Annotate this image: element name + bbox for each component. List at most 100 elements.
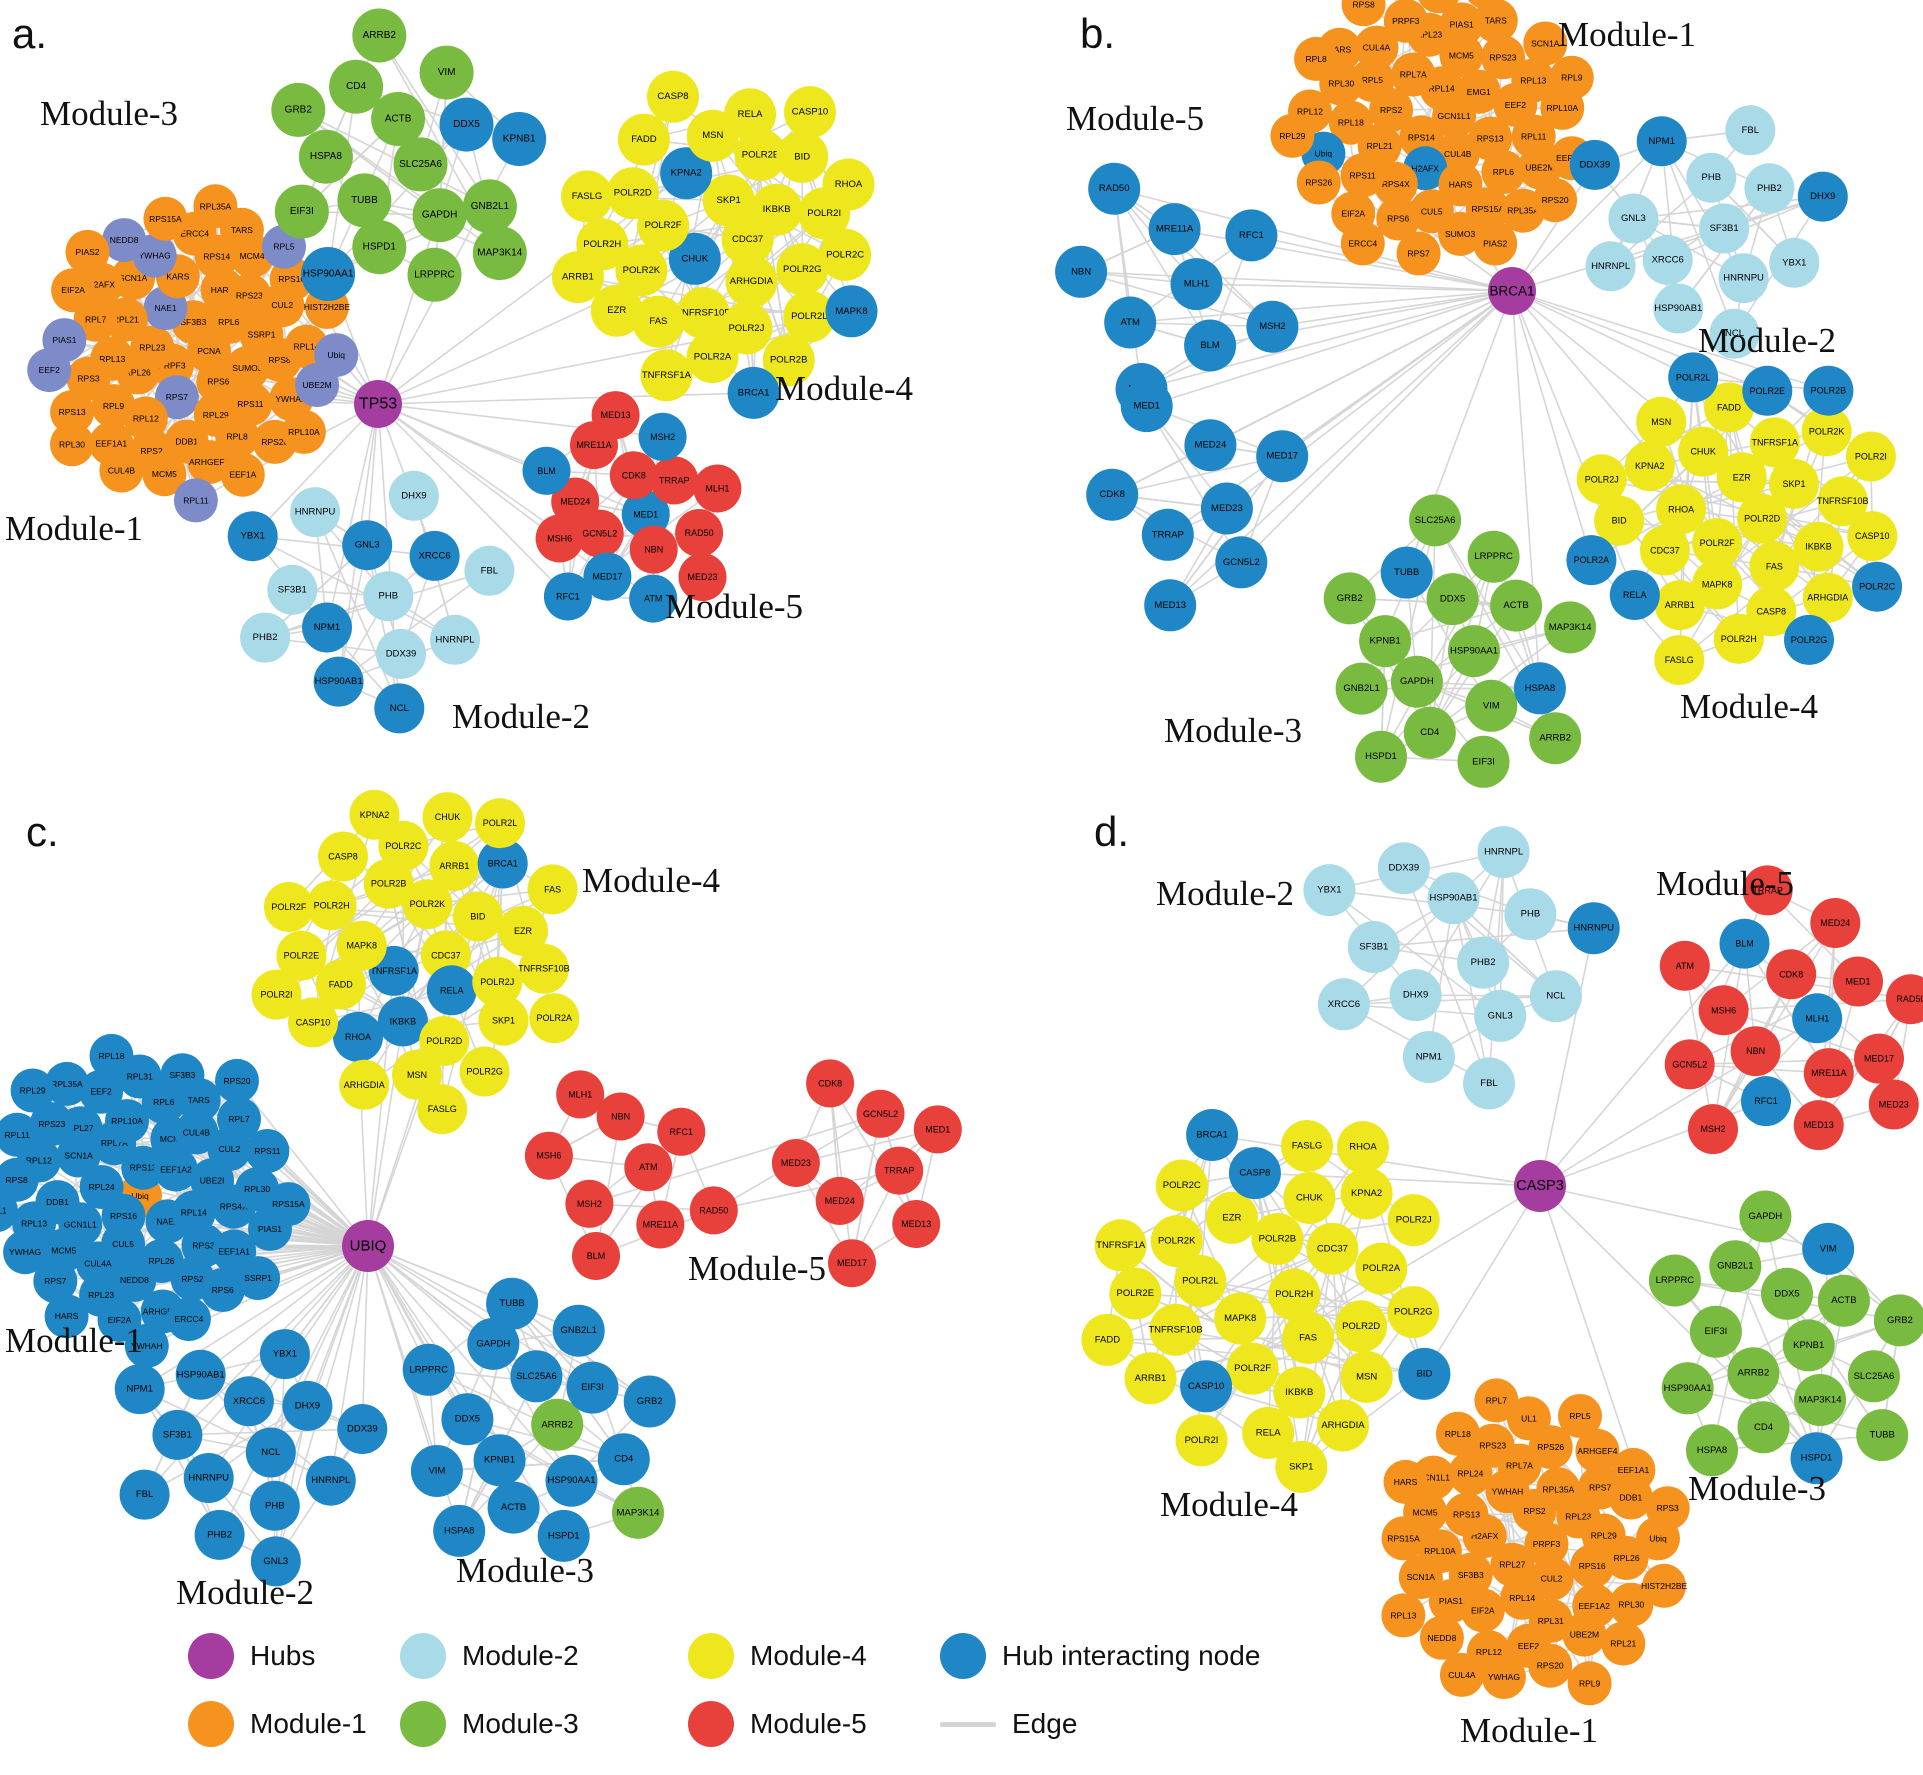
- node-MED23[interactable]: MED23: [1868, 1079, 1919, 1130]
- node-ARHGDIA[interactable]: ARHGDIA: [1317, 1399, 1369, 1452]
- node-DDX5[interactable]: DDX5: [1426, 573, 1479, 626]
- node-PIAS1[interactable]: PIAS1: [1439, 2, 1484, 47]
- node-RPS15A[interactable]: RPS15A: [1381, 1516, 1426, 1561]
- node-HARS[interactable]: HARS: [44, 1294, 89, 1339]
- node-GRB2[interactable]: GRB2: [1323, 572, 1376, 625]
- node-RPL7[interactable]: RPL7: [1474, 1378, 1519, 1423]
- node-ARRB2[interactable]: ARRB2: [352, 8, 407, 63]
- node-RPL13[interactable]: RPL13: [1511, 58, 1556, 103]
- node-POLR2B[interactable]: POLR2B: [1803, 365, 1854, 416]
- node-SF3B3[interactable]: SF3B3: [160, 1053, 205, 1098]
- node-FASLG[interactable]: FASLG: [561, 170, 613, 223]
- node-NBN[interactable]: NBN: [596, 1092, 645, 1141]
- node-RPL10A[interactable]: RPL10A: [281, 409, 326, 454]
- node-MAP3K14[interactable]: MAP3K14: [472, 226, 527, 281]
- node-DDX39[interactable]: DDX39: [1569, 139, 1620, 190]
- node-YWHAH[interactable]: YWHAH: [124, 1323, 169, 1368]
- node-ARHGDIA[interactable]: ARHGDIA: [339, 1059, 390, 1110]
- node-GRB2[interactable]: GRB2: [271, 82, 326, 137]
- node-POLR2H[interactable]: POLR2H: [1713, 613, 1764, 664]
- node-POLR2A[interactable]: POLR2A: [529, 993, 580, 1044]
- node-FADD[interactable]: FADD: [1081, 1313, 1134, 1366]
- node-SKP1[interactable]: SKP1: [702, 174, 755, 227]
- node-RPL18[interactable]: RPL18: [1435, 1411, 1480, 1456]
- node-CDK8[interactable]: CDK8: [1766, 949, 1817, 1000]
- node-ATM[interactable]: ATM: [624, 1143, 673, 1192]
- node-RPS23[interactable]: RPS23: [1470, 1423, 1515, 1468]
- node-POLR2I[interactable]: POLR2I: [251, 969, 302, 1020]
- node-GNL3[interactable]: GNL3: [1608, 193, 1659, 244]
- node-DDX5[interactable]: DDX5: [441, 1393, 494, 1446]
- hub-node-TP53[interactable]: TP53: [354, 380, 402, 428]
- node-HSP90AB1[interactable]: HSP90AB1: [1427, 872, 1480, 925]
- node-EZR[interactable]: EZR: [590, 284, 643, 337]
- node-EIF3I[interactable]: EIF3I: [1457, 735, 1510, 788]
- node-KPNB1[interactable]: KPNB1: [1359, 615, 1412, 668]
- node-CDK8[interactable]: CDK8: [806, 1059, 855, 1108]
- node-HSPA8[interactable]: HSPA8: [433, 1504, 486, 1557]
- node-HSPD1[interactable]: HSPD1: [1790, 1432, 1843, 1485]
- node-GCN5L2[interactable]: GCN5L2: [856, 1089, 905, 1138]
- node-RPS26[interactable]: RPS26: [1296, 160, 1341, 205]
- node-RPL9[interactable]: RPL9: [1567, 1661, 1612, 1706]
- node-POLR2D[interactable]: POLR2D: [1737, 493, 1788, 544]
- node-MED23[interactable]: MED23: [771, 1139, 820, 1187]
- node-RPS13[interactable]: RPS13: [1444, 1492, 1489, 1537]
- node-RPS23[interactable]: RPS23: [1481, 35, 1525, 80]
- node-MSH2[interactable]: MSH2: [638, 412, 687, 461]
- node-TRRAP[interactable]: TRRAP: [650, 456, 699, 505]
- node-EEF2[interactable]: EEF2: [27, 348, 72, 393]
- node-YBX1[interactable]: YBX1: [227, 511, 278, 562]
- node-EZR[interactable]: EZR: [1716, 452, 1767, 503]
- node-TARS[interactable]: TARS: [1473, 0, 1518, 43]
- node-PHB[interactable]: PHB: [1686, 152, 1737, 203]
- node-MED13[interactable]: MED13: [1793, 1100, 1844, 1151]
- node-BLM[interactable]: BLM: [572, 1232, 620, 1280]
- node-MED23[interactable]: MED23: [1200, 482, 1253, 535]
- node-RHOA[interactable]: RHOA: [822, 158, 875, 211]
- node-ATM[interactable]: ATM: [629, 574, 678, 623]
- node-HSP90AA1[interactable]: HSP90AA1: [301, 247, 356, 301]
- node-POLR2J[interactable]: POLR2J: [1576, 454, 1627, 505]
- node-SLC25A6[interactable]: SLC25A6: [1409, 494, 1462, 547]
- node-PHB2[interactable]: PHB2: [1744, 163, 1795, 214]
- node-RPL10A[interactable]: RPL10A: [105, 1099, 149, 1144]
- node-HIST2H2BE[interactable]: HIST2H2BE: [1641, 1563, 1688, 1608]
- node-HNRNPU[interactable]: HNRNPU: [1718, 253, 1769, 304]
- node-TUBB[interactable]: TUBB: [486, 1277, 539, 1330]
- node-POLR2I[interactable]: POLR2I: [1175, 1414, 1228, 1467]
- node-POLR2F[interactable]: POLR2F: [1692, 518, 1743, 568]
- node-ATM[interactable]: ATM: [1104, 296, 1157, 349]
- node-CD4[interactable]: CD4: [597, 1433, 650, 1486]
- node-CUL4A[interactable]: CUL4A: [1354, 25, 1399, 70]
- node-MSH2[interactable]: MSH2: [1246, 300, 1299, 353]
- node-MSN[interactable]: MSN: [1340, 1350, 1393, 1403]
- node-CHUK[interactable]: CHUK: [422, 792, 473, 843]
- node-ERCC4[interactable]: ERCC4: [166, 1297, 211, 1342]
- node-HSPD1[interactable]: HSPD1: [1355, 730, 1407, 783]
- node-MED23[interactable]: MED23: [678, 553, 727, 602]
- node-GNB2L1[interactable]: GNB2L1: [462, 179, 517, 234]
- node-RPS3[interactable]: RPS3: [1645, 1486, 1690, 1531]
- node-RAD50[interactable]: RAD50: [1885, 974, 1923, 1025]
- node-MED17[interactable]: MED17: [1854, 1033, 1904, 1084]
- node-POLR2D[interactable]: POLR2D: [419, 1016, 470, 1066]
- node-ARHGEF4[interactable]: ARHGEF4: [187, 440, 232, 485]
- node-FASLG[interactable]: FASLG: [1281, 1120, 1333, 1172]
- node-HIST2H2BE[interactable]: HIST2H2BE: [1463, 0, 1510, 10]
- node-SLC25A6[interactable]: SLC25A6: [1847, 1350, 1900, 1403]
- node-MCM5[interactable]: MCM5: [1439, 33, 1484, 78]
- hub-node-CASP3[interactable]: CASP3: [1514, 1160, 1566, 1212]
- node-MSH6[interactable]: MSH6: [535, 514, 584, 563]
- node-MED13[interactable]: MED13: [1144, 579, 1197, 632]
- node-CASP10[interactable]: CASP10: [288, 997, 338, 1048]
- node-LRPPRC[interactable]: LRPPRC: [1648, 1254, 1701, 1307]
- node-TUBB[interactable]: TUBB: [337, 173, 392, 228]
- node-IKBKB[interactable]: IKBKB: [1793, 521, 1844, 572]
- node-POLR2H[interactable]: POLR2H: [306, 880, 357, 931]
- node-HNRNPU[interactable]: HNRNPU: [290, 487, 341, 538]
- node-HSP90AB1[interactable]: HSP90AB1: [1653, 283, 1704, 334]
- node-NPM1[interactable]: NPM1: [302, 602, 352, 653]
- node-RPL30[interactable]: RPL30: [50, 422, 94, 467]
- node-MAP3K14[interactable]: MAP3K14: [1794, 1374, 1847, 1426]
